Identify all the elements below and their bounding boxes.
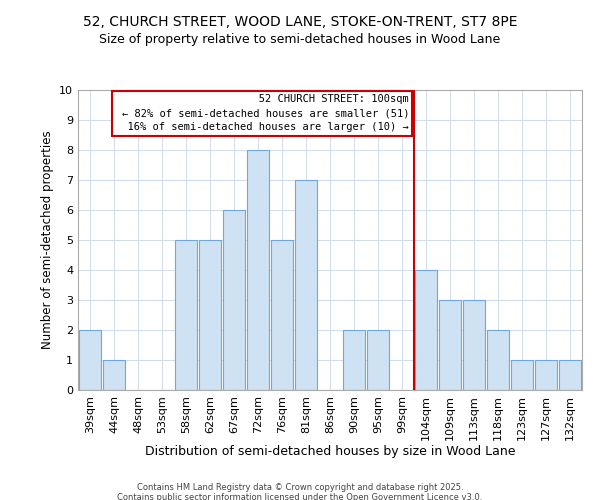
Bar	[295, 180, 317, 390]
Bar	[511, 360, 533, 390]
Bar	[175, 240, 197, 390]
Bar	[415, 270, 437, 390]
Text: Contains public sector information licensed under the Open Government Licence v3: Contains public sector information licen…	[118, 492, 482, 500]
Bar	[247, 150, 269, 390]
Text: Contains HM Land Registry data © Crown copyright and database right 2025.: Contains HM Land Registry data © Crown c…	[137, 482, 463, 492]
Bar	[535, 360, 557, 390]
Bar	[559, 360, 581, 390]
Text: 52 CHURCH STREET: 100sqm
← 82% of semi-detached houses are smaller (51)
  16% of: 52 CHURCH STREET: 100sqm ← 82% of semi-d…	[115, 94, 409, 132]
Text: Size of property relative to semi-detached houses in Wood Lane: Size of property relative to semi-detach…	[100, 32, 500, 46]
Bar	[367, 330, 389, 390]
Bar	[103, 360, 125, 390]
Bar	[199, 240, 221, 390]
Bar	[271, 240, 293, 390]
Bar	[79, 330, 101, 390]
Bar	[463, 300, 485, 390]
X-axis label: Distribution of semi-detached houses by size in Wood Lane: Distribution of semi-detached houses by …	[145, 446, 515, 458]
Bar	[343, 330, 365, 390]
Bar	[439, 300, 461, 390]
Y-axis label: Number of semi-detached properties: Number of semi-detached properties	[41, 130, 53, 350]
Bar	[223, 210, 245, 390]
Text: 52, CHURCH STREET, WOOD LANE, STOKE-ON-TRENT, ST7 8PE: 52, CHURCH STREET, WOOD LANE, STOKE-ON-T…	[83, 15, 517, 29]
Bar	[487, 330, 509, 390]
